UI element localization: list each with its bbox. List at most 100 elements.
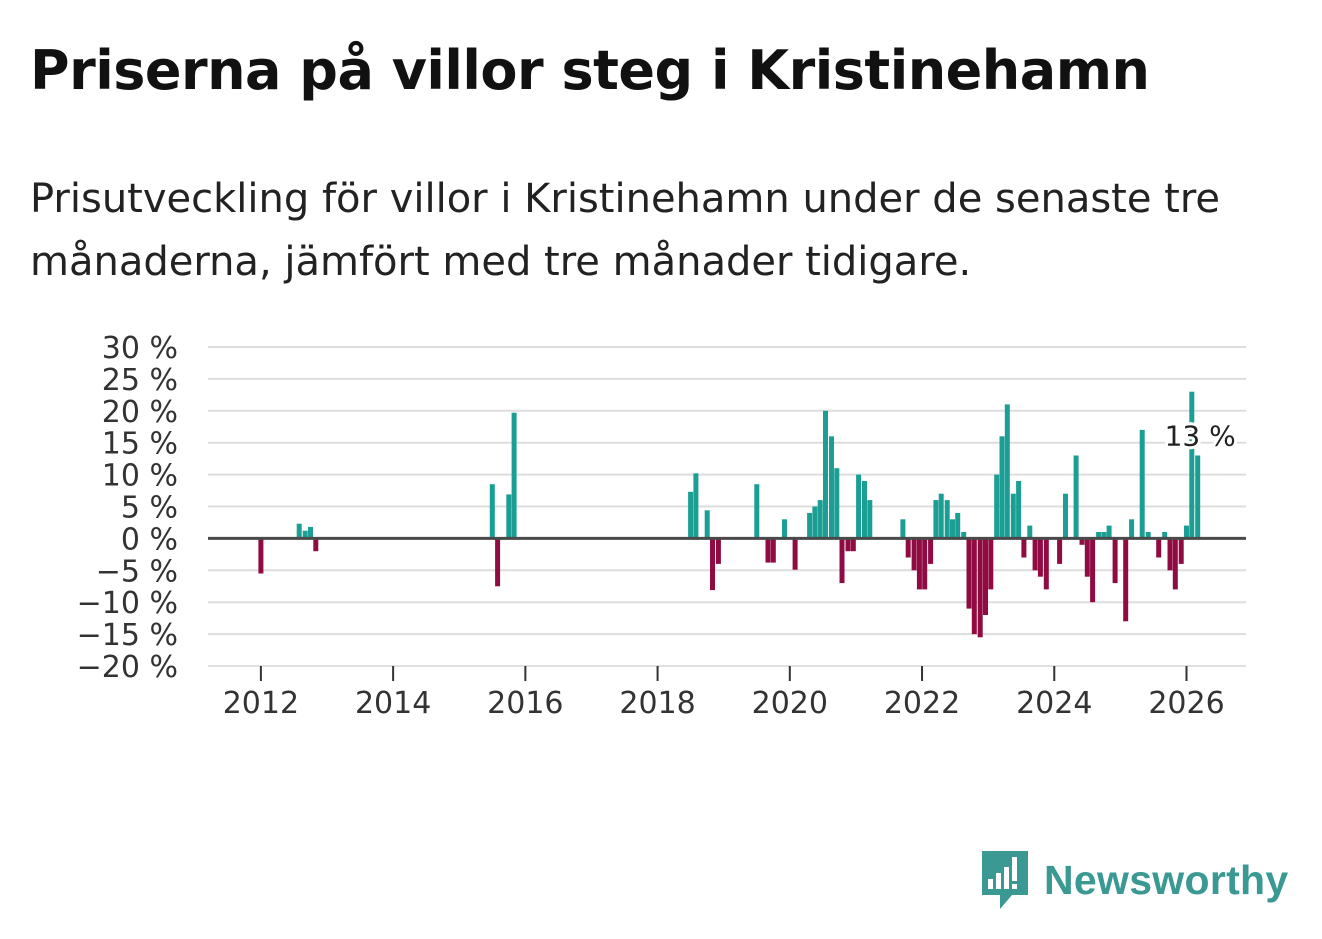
bar bbox=[905, 538, 911, 558]
bar bbox=[308, 526, 313, 539]
bar bbox=[845, 538, 851, 552]
bar bbox=[812, 506, 818, 539]
bar bbox=[1145, 532, 1151, 539]
bar bbox=[938, 493, 944, 539]
bar bbox=[1156, 538, 1162, 558]
x-tick-label: 2012 bbox=[223, 686, 299, 721]
bar bbox=[1101, 532, 1107, 539]
bar bbox=[1167, 538, 1173, 571]
bar bbox=[302, 530, 308, 539]
bar bbox=[1079, 538, 1085, 545]
bar bbox=[933, 500, 939, 539]
bar bbox=[823, 410, 828, 539]
bar bbox=[856, 474, 862, 539]
annotations: 13 % bbox=[1162, 416, 1239, 455]
chart-subtitle: Prisutveckling för villor i Kristinehamn… bbox=[30, 176, 1221, 285]
x-tick-label: 2024 bbox=[1016, 686, 1092, 721]
y-tick-label: 25 % bbox=[102, 363, 178, 398]
x-tick-label: 2018 bbox=[619, 686, 695, 721]
bar bbox=[1189, 391, 1195, 539]
bar bbox=[1090, 538, 1096, 603]
bar bbox=[506, 494, 512, 539]
bar bbox=[1032, 538, 1038, 571]
bar bbox=[792, 538, 798, 570]
y-tick-label: 15 % bbox=[102, 427, 178, 462]
bar bbox=[495, 538, 501, 587]
y-tick-label: −5 % bbox=[96, 554, 178, 589]
bar bbox=[710, 538, 715, 591]
bar bbox=[961, 532, 967, 539]
bar bbox=[1112, 538, 1118, 584]
bar bbox=[1096, 532, 1102, 539]
bar bbox=[950, 519, 955, 539]
bar bbox=[511, 412, 517, 539]
bar bbox=[1010, 493, 1016, 539]
bar bbox=[313, 538, 319, 552]
y-tick-label: 5 % bbox=[121, 491, 178, 526]
bar bbox=[693, 473, 699, 539]
bar bbox=[1063, 493, 1068, 539]
y-tick-label: −20 % bbox=[77, 650, 178, 685]
bar bbox=[999, 436, 1005, 539]
bar bbox=[971, 538, 977, 635]
bar bbox=[817, 500, 823, 539]
bar bbox=[1162, 532, 1168, 539]
x-tick-label: 2022 bbox=[884, 686, 960, 721]
bar bbox=[782, 519, 787, 539]
bar bbox=[258, 538, 264, 574]
bar-series bbox=[258, 391, 1201, 638]
bar bbox=[983, 538, 988, 615]
y-tick-label: 30 % bbox=[102, 331, 178, 366]
bar bbox=[1043, 538, 1049, 590]
newsworthy-chat-bars-icon bbox=[982, 851, 1028, 909]
bar bbox=[1178, 538, 1184, 564]
bar bbox=[807, 512, 813, 539]
newsworthy-logo: Newsworthy bbox=[980, 848, 1289, 912]
brand-name: Newsworthy bbox=[1044, 856, 1289, 903]
bar bbox=[829, 436, 834, 539]
bar bbox=[1184, 525, 1189, 539]
bar bbox=[900, 519, 906, 539]
bar bbox=[1084, 538, 1090, 577]
bar bbox=[1195, 455, 1201, 539]
bar bbox=[994, 474, 1000, 539]
bar bbox=[1073, 455, 1079, 539]
bar bbox=[754, 484, 760, 539]
bar bbox=[867, 500, 873, 539]
y-tick-label: −10 % bbox=[77, 586, 178, 621]
bar bbox=[770, 538, 776, 563]
bar bbox=[862, 481, 867, 539]
bar bbox=[977, 538, 983, 638]
bar bbox=[1037, 538, 1043, 577]
bar bbox=[765, 538, 771, 563]
bar-chart: 30 %25 %20 %15 %10 %5 %0 %−5 %−10 %−15 %… bbox=[77, 331, 1246, 721]
bar bbox=[944, 500, 950, 539]
bar bbox=[928, 538, 934, 564]
bar bbox=[489, 484, 495, 539]
bar bbox=[1027, 525, 1033, 539]
y-tick-label: −15 % bbox=[77, 618, 178, 653]
bar bbox=[704, 510, 710, 539]
bar bbox=[916, 538, 922, 590]
bar bbox=[688, 491, 694, 539]
bar bbox=[911, 538, 917, 571]
x-axis: 2012 2014 2016 2018 2020 2022 2024 2026 bbox=[208, 665, 1246, 721]
x-tick-label: 2016 bbox=[487, 686, 563, 721]
bar bbox=[955, 512, 961, 539]
x-tick-label: 2014 bbox=[355, 686, 431, 721]
bar bbox=[1021, 538, 1027, 558]
bar bbox=[922, 538, 928, 590]
bar bbox=[1106, 525, 1112, 539]
bar bbox=[1004, 404, 1010, 539]
bar bbox=[834, 468, 840, 539]
y-tick-label: 10 % bbox=[102, 459, 178, 494]
bar bbox=[1129, 519, 1135, 539]
bar bbox=[1139, 429, 1145, 539]
bar bbox=[839, 538, 845, 584]
gridlines bbox=[208, 346, 1246, 667]
y-tick-label: 0 % bbox=[121, 522, 178, 557]
last-value-label: 13 % bbox=[1165, 419, 1236, 452]
bar bbox=[296, 523, 302, 539]
chart-title: Priserna på villor steg i Kristinehamn bbox=[30, 39, 1150, 102]
bar bbox=[988, 538, 994, 590]
